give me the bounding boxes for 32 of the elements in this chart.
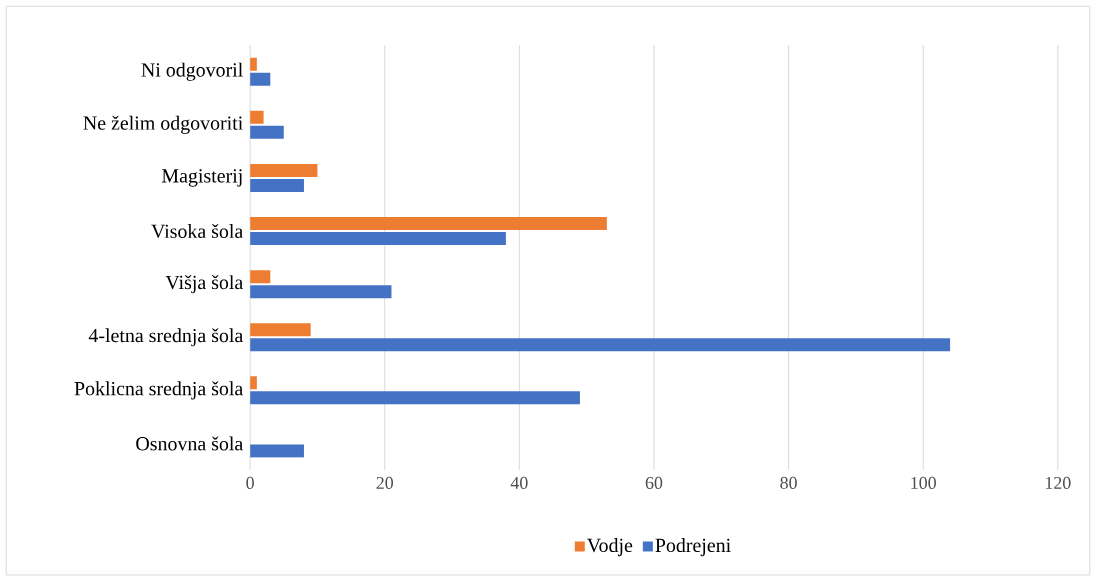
x-tick-label: 60 (645, 476, 663, 489)
legend-label: Podrejeni (655, 538, 731, 557)
bar (250, 57, 257, 71)
bar (250, 285, 392, 299)
bar (250, 72, 271, 86)
bar (250, 178, 304, 192)
x-tick-label: 0 (246, 476, 254, 489)
bar (250, 216, 607, 230)
y-tick-label: Magisterij (161, 169, 242, 187)
bar (250, 231, 506, 245)
y-tick-label: Višja šola (165, 275, 243, 294)
bar (250, 163, 318, 177)
x-tick-label: 40 (510, 476, 528, 489)
bar (250, 444, 304, 458)
x-tick-label: 20 (376, 476, 394, 489)
y-tick-label: Visoka šola (151, 223, 243, 239)
bar (250, 125, 284, 139)
bar (250, 110, 264, 124)
x-tick-label: 100 (911, 476, 936, 489)
x-tick-label: 120 (1045, 476, 1071, 489)
y-tick-label: 4-letna srednja šola (88, 328, 243, 347)
y-tick-label: Ne želim odgovoriti (83, 115, 243, 134)
y-tick-label: Osnovna šola (136, 436, 243, 451)
bar (250, 270, 271, 284)
y-tick-label: Ni odgovoril (141, 62, 243, 81)
x-tick-label: 80 (780, 476, 797, 489)
legend-label: Vodje (586, 538, 633, 557)
bar (250, 391, 580, 405)
bar (250, 323, 311, 337)
bar (250, 338, 951, 352)
bar (250, 376, 257, 390)
y-tick-label: Poklicna srednja šola (74, 381, 243, 400)
